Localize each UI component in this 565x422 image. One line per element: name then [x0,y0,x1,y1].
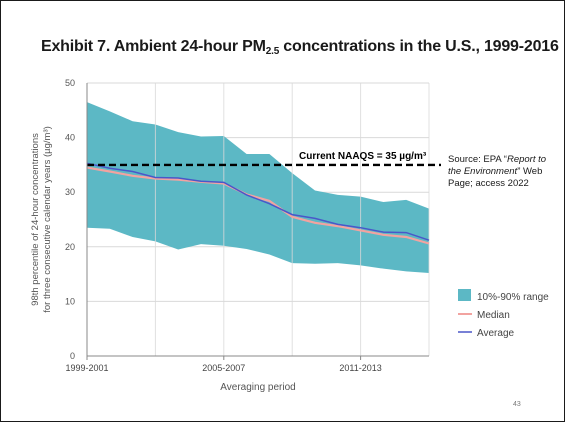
x-tick-label: 1999-2001 [65,363,108,373]
axes: 0 10 20 30 40 50 1999-2001 2005-2007 2011-2013 Av… [30,78,429,393]
title-end: concentrations in the U.S., 1999-2016 [279,38,559,55]
y-axis-label-line2: for three consecutive calendar years (µg… [42,126,53,313]
median-line [86,166,430,245]
title-subscript: 2.5 [265,46,280,57]
series-lines [86,162,430,245]
y-tick-label: 0 [70,351,75,361]
legend: 10%-90% range Median Average [458,289,549,339]
legend-label: Median [477,310,510,321]
x-tick-label: 2011-2013 [339,363,381,373]
range-band-area [87,102,429,274]
y-tick-label: 40 [65,133,75,143]
source-note: Source: EPA “Report to the Environment” … [448,154,560,190]
average-line [86,162,430,241]
y-tick-label: 50 [65,78,75,88]
x-axis-label: Averaging period [220,382,295,393]
range-band [87,102,429,274]
legend-label: Average [477,328,515,339]
naaqs-reference: Current NAAQS = 35 µg/m³ [87,151,441,167]
title-main: Exhibit 7. Ambient 24-hour PM [41,38,266,55]
y-tick-label: 30 [65,187,75,197]
y-tick-label: 20 [65,242,75,252]
source-italic: Report to the Environment [448,154,547,177]
y-axis-label-line1: 98th percentile of 24-hour concentration… [30,133,41,306]
chart-title: Exhibit 7. Ambient 24-hour PM2.5 concent… [41,38,559,57]
naaqs-label: Current NAAQS = 35 µg/m³ [299,151,427,162]
legend-label: 10%-90% range [477,292,549,303]
y-tick-label: 10 [65,296,75,306]
source-prefix: Source: EPA “ [448,154,507,165]
vertical-grid [154,83,430,356]
page-number: 43 [513,401,521,408]
legend-swatch-range [458,289,471,301]
source-suffix: ” Web Page; access 2022 [448,166,543,189]
x-tick-label: 2005-2007 [202,363,245,373]
